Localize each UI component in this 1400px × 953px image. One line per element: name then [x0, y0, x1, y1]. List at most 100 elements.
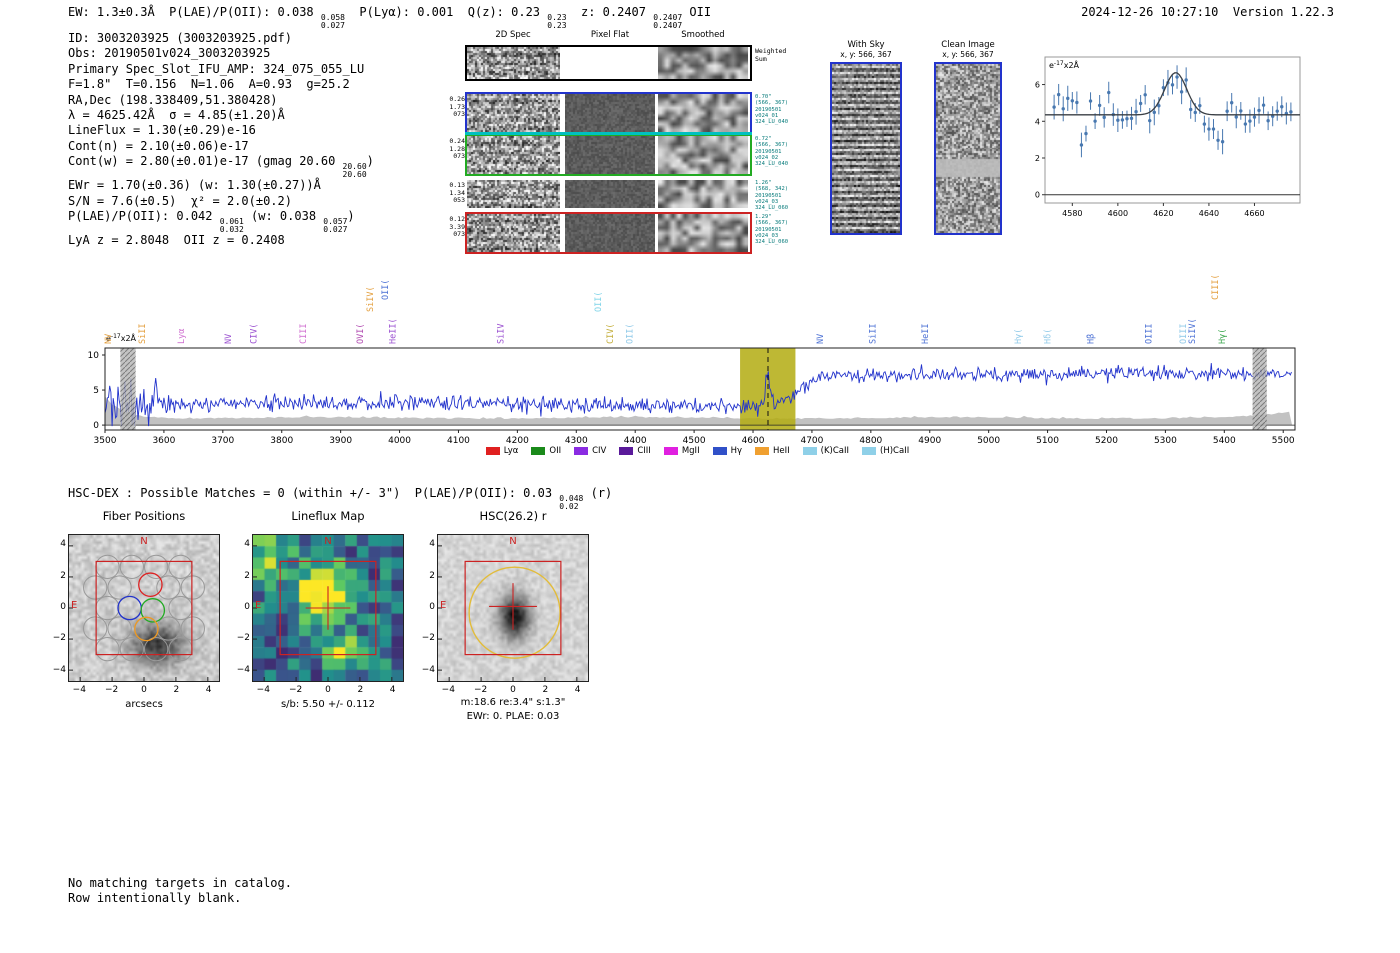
legend-item: (K)CaII	[802, 446, 849, 456]
info-line: S/N = 7.6(±0.5) χ² = 2.0(±0.2)	[68, 193, 292, 208]
with-sky-panel: With Sky x, y: 566, 367	[828, 40, 904, 235]
y-tick-label: 0	[93, 421, 99, 431]
zoom-data-point	[1097, 103, 1102, 108]
lineflux-y-tick-label: −2	[236, 633, 250, 644]
stacked-uncertainty: 20.60 20.60	[342, 162, 367, 179]
x-tick-label: 4700	[800, 436, 823, 446]
cutout-pixel-flat-image	[565, 214, 655, 252]
fiber-x-tick-label: 4	[205, 685, 212, 695]
clean-image-coords: x, y: 566, 367	[942, 50, 994, 59]
lineflux-x-tick-label: 4	[389, 685, 396, 695]
cutout-row-left-label: 0.12 3.39 073	[443, 215, 465, 239]
zoom-data-point	[1052, 105, 1056, 109]
zoom-data-point	[1066, 96, 1070, 101]
zoom-data-point	[1120, 118, 1125, 122]
fiber-y-tick-label: 0	[60, 602, 66, 612]
spectrum-frame	[104, 347, 1296, 431]
fiber-circle	[119, 554, 145, 579]
fiber-circle	[168, 637, 193, 662]
x-tick-label: 4200	[506, 436, 529, 446]
x-tick-label: 3700	[211, 436, 234, 446]
fiber-title: Fiber Positions	[102, 509, 186, 523]
spectrum-legend: Lyα OII CIV CIII MgII Hγ HeII (K)CaII (H)CaII	[85, 446, 1310, 456]
hsc-dex-line: HSC-DEX : Possible Matches = 0 (within +…	[68, 486, 613, 511]
lineflux-caption: s/b: 5.50 +/- 0.112	[280, 699, 376, 710]
hsc-y-tick-label: 4	[429, 539, 435, 550]
cutout-annotation-line: (566, 367)	[755, 100, 789, 107]
legend-swatch	[712, 447, 727, 455]
zoom-data-point	[1070, 99, 1075, 103]
legend-swatch	[663, 447, 678, 455]
extent-box	[464, 560, 562, 656]
legend-label: Lyα	[503, 446, 519, 456]
hsc-east-label: E	[440, 599, 447, 611]
zoom-data-point	[1088, 99, 1093, 103]
hsc-x-tick-label: 2	[542, 685, 549, 695]
fiber-y-tick-label: 2	[60, 570, 66, 581]
cutout-row-left-label: 0.13 1.34 053	[443, 181, 465, 205]
emission-line-label: CIII	[299, 324, 309, 344]
zoom-data-point	[1229, 101, 1234, 105]
info-line: Primary Spec_Slot_IFU_AMP: 324_075_055_L…	[68, 61, 365, 76]
info-line: RA,Dec (198.338409,51.380428)	[68, 92, 278, 107]
fiber-circle	[180, 616, 205, 641]
cutout-smoothed-image	[658, 180, 748, 208]
cutout-row-annotation: 0.72" (566, 367) 20190501 v024_02 324_LU_040	[755, 136, 810, 167]
weighted-sum-label: Weighted Sum	[755, 47, 810, 63]
cutout-annotation-line: (566, 367)	[755, 142, 789, 149]
extent-box	[95, 560, 193, 656]
zoom-data-point	[1225, 109, 1229, 113]
fiber-image	[69, 535, 219, 681]
info-line: Cont(n) = 2.10(±0.06)e-17	[68, 138, 249, 153]
stacked-uncertainty: 0.048 0.02	[559, 494, 584, 511]
fiber-circle	[143, 637, 169, 662]
fiber-x-tick-label: −4	[72, 685, 86, 695]
summary-stats-line: EW: 1.3±0.3Å P(LAE)/P(OII): 0.038 0.058 0…	[68, 5, 712, 30]
emission-line-label: Hβ	[1087, 334, 1097, 344]
with-sky-coords: x, y: 566, 367	[840, 50, 892, 59]
lineflux-x-tick-label: 0	[325, 685, 331, 695]
timestamp-version: 2024-12-26 10:27:10 Version 1.22.3	[1081, 5, 1334, 19]
cutout-row-left-value: 073	[453, 110, 465, 118]
x-tick-label: 4300	[565, 436, 588, 446]
lineflux-overlay	[253, 545, 393, 681]
zoom-data-point	[1280, 105, 1284, 109]
y-tick-label: 5	[93, 386, 99, 396]
zoom-data-point	[1075, 100, 1079, 105]
emission-line-label: SiII	[138, 324, 148, 344]
legend-item: CIV	[574, 446, 606, 456]
selected-fiber-circle	[138, 572, 163, 598]
lineflux-x-tick-label: 2	[357, 685, 364, 695]
x-tick-label: 3500	[94, 436, 117, 446]
masked-region-band	[120, 348, 136, 430]
zoom-data-point	[1079, 143, 1084, 147]
cutout-row-annotation: 1.29" (566, 367) 20190501 v024_03 324_LU_060	[755, 214, 810, 245]
spec-cutout-grid: 2D Spec Pixel Flat Smoothed Weighted Sum 0.26…	[447, 30, 812, 260]
zoom-data-point	[1157, 104, 1161, 108]
hsc-x-tick-label: 4	[574, 685, 581, 695]
zoom-data-point	[1138, 101, 1143, 106]
stacked-uncertainty: 0.2407 0.2407	[653, 13, 683, 30]
info-line: LineFlux = 1.30(±0.29)e-16	[68, 123, 256, 138]
emission-line-label: SiII	[869, 324, 879, 344]
cutout-annotation-line: v024_03	[755, 232, 779, 239]
emission-line-label: OII(	[594, 292, 604, 312]
emission-line-label: SiIV(	[1188, 318, 1198, 344]
zoom-data-point	[1179, 90, 1184, 94]
selected-fiber-circle	[117, 595, 142, 621]
legend-label: (H)CaII	[880, 446, 910, 456]
hsc-caption-1: m:18.6 re:3.4" s:1.3"	[460, 697, 566, 708]
zoom-data-point	[1202, 122, 1207, 126]
zoom-x-tick-label: 4580	[1062, 209, 1082, 218]
cutout-col-header: 2D Spec	[495, 30, 531, 40]
info-line: P(LAE)/P(OII): 0.042 0.061 0.032 (w: 0.03…	[68, 209, 355, 234]
cutout-pixel-flat-image	[565, 94, 655, 132]
lineflux-y-tick-label: 2	[244, 570, 250, 581]
cutout-row-left-value: 3.39	[449, 222, 465, 231]
cutout-pixel-flat-image	[565, 180, 655, 208]
zoom-data-point	[1129, 116, 1134, 121]
cutout-annotation-line: 324_LU_060	[755, 239, 789, 246]
fiber-x-tick-label: 2	[173, 685, 180, 695]
